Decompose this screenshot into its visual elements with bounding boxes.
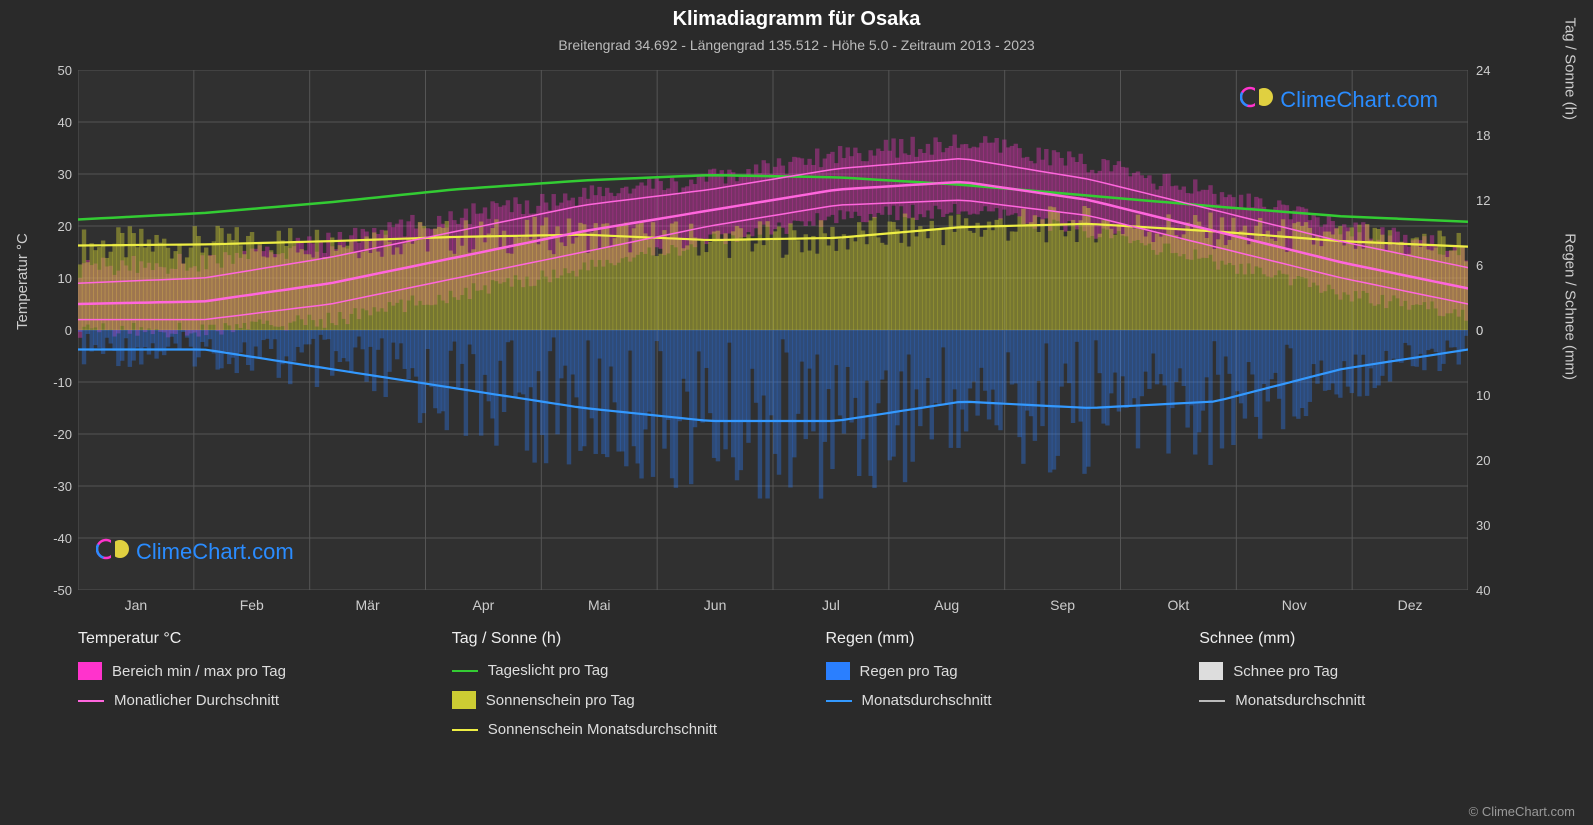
brand-text: ClimeChart.com xyxy=(1280,87,1438,113)
svg-text:50: 50 xyxy=(58,63,72,78)
svg-text:20: 20 xyxy=(1476,453,1490,468)
brand-text: ClimeChart.com xyxy=(136,539,294,565)
legend-item: Sonnenschein Monatsdurchschnitt xyxy=(452,721,786,738)
svg-text:Sep: Sep xyxy=(1050,597,1075,613)
svg-text:Mai: Mai xyxy=(588,597,611,613)
svg-text:18: 18 xyxy=(1476,128,1490,143)
svg-text:40: 40 xyxy=(58,115,72,130)
y-left-axis-title: Temperatur °C xyxy=(14,233,31,330)
legend-label: Sonnenschein Monatsdurchschnitt xyxy=(488,721,717,738)
legend-group: Regen (mm) Regen pro Tag Monatsdurchschnit… xyxy=(826,630,1160,750)
legend-item: Monatsdurchschnitt xyxy=(826,692,1160,709)
y-right-ticks: 24181260010203040 xyxy=(1470,70,1520,590)
svg-text:40: 40 xyxy=(1476,583,1490,598)
svg-text:-40: -40 xyxy=(53,531,72,546)
legend-heading: Schnee (mm) xyxy=(1199,630,1533,648)
svg-text:10: 10 xyxy=(1476,388,1490,403)
legend-swatch xyxy=(1199,662,1223,680)
svg-text:30: 30 xyxy=(58,167,72,182)
chart-title: Klimadiagramm für Osaka xyxy=(0,0,1593,31)
legend-item: Bereich min / max pro Tag xyxy=(78,662,412,680)
legend-swatch xyxy=(78,700,104,702)
legend-label: Schnee pro Tag xyxy=(1233,663,1338,680)
legend-label: Sonnenschein pro Tag xyxy=(486,692,635,709)
legend-label: Monatlicher Durchschnitt xyxy=(114,692,279,709)
svg-text:10: 10 xyxy=(58,271,72,286)
legend-swatch xyxy=(826,662,850,680)
copyright-text: © ClimeChart.com xyxy=(1469,804,1575,819)
svg-text:24: 24 xyxy=(1476,63,1490,78)
legend: Temperatur °C Bereich min / max pro Tag Mo… xyxy=(78,630,1533,750)
svg-text:Jul: Jul xyxy=(822,597,840,613)
svg-text:Apr: Apr xyxy=(473,597,495,613)
watermark-bottom: ClimeChart.com xyxy=(96,536,294,568)
legend-item: Tageslicht pro Tag xyxy=(452,662,786,679)
svg-text:30: 30 xyxy=(1476,518,1490,533)
legend-label: Monatsdurchschnitt xyxy=(862,692,992,709)
y-left-ticks: 50403020100-10-20-30-40-50 xyxy=(36,70,76,590)
legend-item: Sonnenschein pro Tag xyxy=(452,691,786,709)
legend-heading: Tag / Sonne (h) xyxy=(452,630,786,648)
brand-logo-icon xyxy=(1240,84,1274,116)
legend-item: Monatlicher Durchschnitt xyxy=(78,692,412,709)
svg-text:-20: -20 xyxy=(53,427,72,442)
watermark-top: ClimeChart.com xyxy=(1240,84,1438,116)
svg-text:Feb: Feb xyxy=(240,597,264,613)
svg-text:0: 0 xyxy=(1476,323,1483,338)
svg-text:Mär: Mär xyxy=(356,597,380,613)
legend-label: Bereich min / max pro Tag xyxy=(112,663,286,680)
y-right-axis-title-bottom: Regen / Schnee (mm) xyxy=(1562,233,1579,380)
brand-logo-icon xyxy=(96,536,130,568)
svg-text:Jan: Jan xyxy=(125,597,148,613)
legend-swatch xyxy=(452,670,478,672)
legend-heading: Temperatur °C xyxy=(78,630,412,648)
plot-svg xyxy=(78,70,1468,590)
svg-text:6: 6 xyxy=(1476,258,1483,273)
svg-text:Dez: Dez xyxy=(1398,597,1423,613)
legend-group: Tag / Sonne (h) Tageslicht pro Tag Sonnens… xyxy=(452,630,786,750)
svg-text:-30: -30 xyxy=(53,479,72,494)
legend-item: Regen pro Tag xyxy=(826,662,1160,680)
chart-subtitle: Breitengrad 34.692 - Längengrad 135.512 … xyxy=(0,31,1593,53)
svg-text:0: 0 xyxy=(65,323,72,338)
legend-heading: Regen (mm) xyxy=(826,630,1160,648)
y-right-axis-title-top: Tag / Sonne (h) xyxy=(1562,17,1579,120)
svg-text:-10: -10 xyxy=(53,375,72,390)
svg-text:Okt: Okt xyxy=(1168,597,1190,613)
svg-text:Nov: Nov xyxy=(1282,597,1307,613)
legend-swatch xyxy=(1199,700,1225,702)
legend-swatch xyxy=(452,691,476,709)
legend-group: Schnee (mm) Schnee pro Tag Monatsdurchschn… xyxy=(1199,630,1533,750)
legend-group: Temperatur °C Bereich min / max pro Tag Mo… xyxy=(78,630,412,750)
svg-text:20: 20 xyxy=(58,219,72,234)
legend-label: Monatsdurchschnitt xyxy=(1235,692,1365,709)
legend-label: Regen pro Tag xyxy=(860,663,958,680)
legend-swatch xyxy=(452,729,478,731)
svg-text:Aug: Aug xyxy=(934,597,959,613)
svg-text:Jun: Jun xyxy=(704,597,727,613)
legend-label: Tageslicht pro Tag xyxy=(488,662,609,679)
chart-plot-area: ClimeChart.com ClimeChart.com xyxy=(78,70,1468,590)
legend-item: Schnee pro Tag xyxy=(1199,662,1533,680)
legend-swatch xyxy=(78,662,102,680)
svg-text:-50: -50 xyxy=(53,583,72,598)
legend-swatch xyxy=(826,700,852,702)
x-month-ticks: Jan Feb Mär Apr Mai Jun Jul Aug Sep Okt Nov Dez xyxy=(78,592,1468,618)
svg-text:12: 12 xyxy=(1476,193,1490,208)
legend-item: Monatsdurchschnitt xyxy=(1199,692,1533,709)
